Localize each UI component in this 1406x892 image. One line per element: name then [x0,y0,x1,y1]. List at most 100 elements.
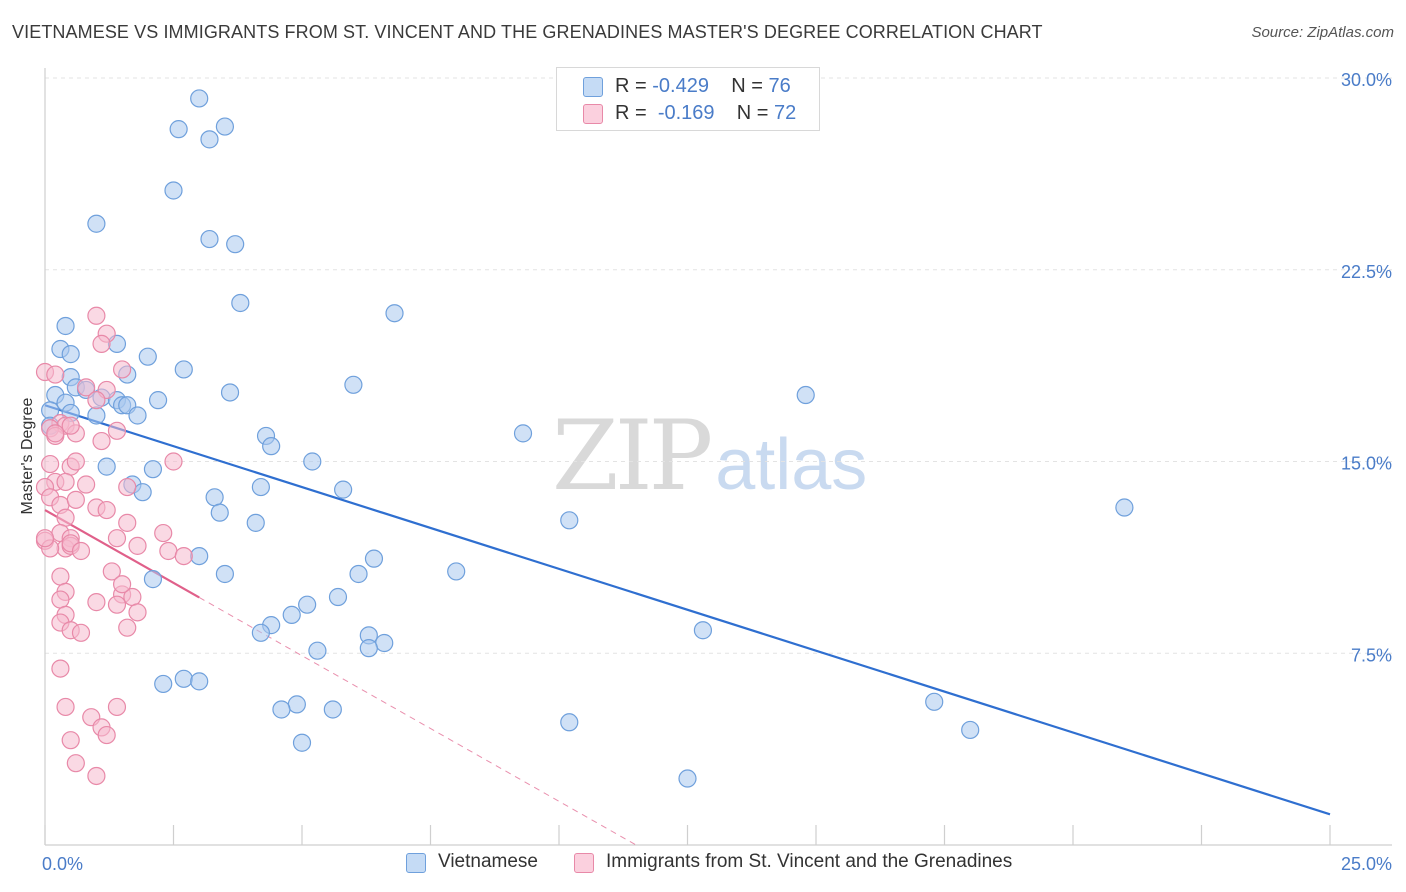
immigrants-point [77,475,96,494]
vietnamese-point [349,564,368,584]
y-tick-label: 15.0% [1341,454,1392,474]
immigrants-point [35,529,55,548]
vietnamese-point [143,460,163,479]
correlation-legend: R = -0.429 N = 76 R = -0.169 N = 72 [556,67,820,131]
immigrants-trend-extension [198,597,637,846]
immigrants-point [112,575,132,594]
watermark: ZIPatlas [552,400,867,512]
immigrants-point [107,529,127,548]
x-tick-label: 25.0% [1341,854,1392,874]
immigrants-point [51,590,70,609]
immigrants-point [46,365,65,384]
vietnamese-point [164,181,183,200]
immigrants-point [51,567,70,586]
vietnamese-point [385,304,404,323]
vietnamese-point [693,621,713,640]
gridlines [45,77,1392,654]
vietnamese-point [190,89,209,108]
vietnamese-point [138,347,157,366]
vietnamese-point [1115,498,1134,517]
legend-r-label: R = [615,102,653,124]
vietnamese-point [210,503,229,522]
bottom-legend-swatch-pink [574,853,594,873]
vietnamese-point [87,406,106,425]
vietnamese-point [359,639,378,658]
vietnamese-point [961,720,980,740]
vietnamese-point [215,564,234,584]
legend-swatch-blue [583,77,603,97]
immigrants-point [66,754,85,773]
vietnamese-point [251,623,270,642]
immigrants-point [66,452,85,471]
bottom-legend-label: Immigrants from St. Vincent and the Gren… [606,851,1013,872]
bottom-legend-label: Vietnamese [438,851,538,872]
vietnamese-point [148,391,168,410]
vietnamese-point [220,383,240,402]
vietnamese-point [200,130,219,149]
immigrants-point [92,431,111,451]
vietnamese-point [231,293,250,313]
immigrants-point [87,593,106,612]
immigrants-point [107,697,127,717]
immigrants-point [128,603,147,622]
immigrants-point [71,541,91,561]
immigrants-point [118,618,137,637]
vietnamese-point [97,457,116,476]
x-tick-label: 0.0% [42,854,83,874]
immigrants-point [66,490,85,509]
immigrants-point [56,697,75,717]
vietnamese-point [205,488,224,507]
immigrants-point [102,562,121,581]
legend-r-label: R = [615,75,653,97]
legend-swatch-pink [583,104,603,124]
immigrants-point [118,513,137,532]
legend-n-label: N = [736,102,775,124]
immigrants-point [61,731,80,750]
vietnamese-point [246,513,265,532]
vietnamese-point [287,695,306,714]
vietnamese-point [308,641,327,660]
vietnamese-point [323,700,342,719]
immigrants-point [107,421,127,440]
vietnamese-point [190,672,209,691]
vietnamese-point [128,406,147,425]
vietnamese-point [87,214,106,233]
vietnamese-point [364,549,384,568]
vietnamese-point [174,360,193,379]
vietnamese-point [190,546,209,566]
immigrants-point [77,378,96,397]
immigrants-point [97,500,116,520]
vietnamese-point [375,633,394,653]
immigrants-point [87,766,106,786]
vietnamese-point [560,511,579,530]
vietnamese-point [61,345,80,364]
watermark-atlas: atlas [715,425,868,505]
immigrants-point [112,360,132,379]
vietnamese-point [56,316,75,336]
immigrants-point [174,546,193,566]
immigrants-point [71,623,91,642]
data-points [35,89,1134,788]
vietnamese-point [796,385,815,405]
legend-n-label: N = [731,75,769,97]
vietnamese-point [678,769,697,788]
immigrants-point [164,452,183,471]
immigrants-point [154,523,173,543]
vietnamese-point [200,229,219,249]
legend-n-value: 76 [768,75,791,97]
legend-r-value: -0.429 [652,75,709,97]
vietnamese-point [251,477,270,497]
vietnamese-point [133,483,152,502]
immigrants-point [92,334,111,353]
immigrants-point [128,536,147,555]
vietnamese-point [282,605,301,625]
legend-r-value: -0.169 [657,102,715,124]
chart-title: VIETNAMESE VS IMMIGRANTS FROM ST. VINCEN… [12,22,1043,42]
watermark-zip: ZIP [552,400,713,512]
source-label: Source: ZipAtlas.com [1251,24,1394,41]
immigrants-point [118,477,137,497]
vietnamese-point [169,120,188,139]
vietnamese-point [344,375,363,394]
y-tick-label: 7.5% [1351,645,1392,665]
